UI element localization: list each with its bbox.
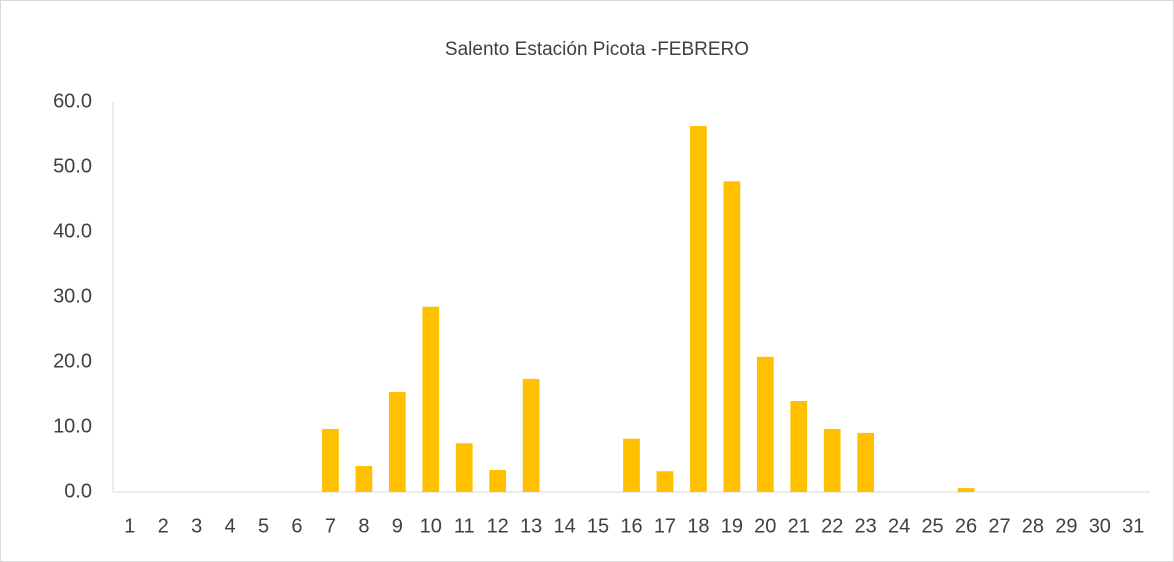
bar xyxy=(756,356,774,492)
y-tick-label: 20.0 xyxy=(53,350,92,372)
x-tick-label: 13 xyxy=(520,515,542,537)
x-tick-label: 23 xyxy=(855,515,877,537)
bar xyxy=(723,181,741,493)
x-tick-label: 2 xyxy=(158,515,169,537)
x-tick-label: 5 xyxy=(258,515,269,537)
x-tick-label: 3 xyxy=(191,515,202,537)
bar xyxy=(857,432,875,492)
y-tick-label: 60.0 xyxy=(53,90,92,112)
x-tick-label: 21 xyxy=(788,515,810,537)
y-tick-label: 50.0 xyxy=(53,155,92,177)
x-tick-label: 26 xyxy=(955,515,977,537)
x-tick-label: 12 xyxy=(487,515,509,537)
x-tick-label: 18 xyxy=(687,515,709,537)
x-tick-label: 4 xyxy=(225,515,236,537)
bar xyxy=(690,126,707,493)
x-tick-label: 10 xyxy=(420,515,442,537)
bar xyxy=(790,401,808,492)
x-tick-label: 11 xyxy=(454,515,475,537)
x-tick-label: 9 xyxy=(392,515,403,537)
bar xyxy=(489,469,507,492)
x-tick-label: 14 xyxy=(553,515,575,537)
bar xyxy=(455,443,473,492)
x-tick-label: 1 xyxy=(124,515,135,537)
x-tick-label: 28 xyxy=(1022,515,1044,537)
x-tick-label: 8 xyxy=(358,515,369,537)
bar xyxy=(388,391,406,492)
bar xyxy=(823,428,841,492)
y-tick-label: 0.0 xyxy=(64,480,92,502)
x-tick-label: 29 xyxy=(1055,515,1077,537)
bar xyxy=(322,428,339,492)
x-tick-label: 27 xyxy=(988,515,1010,537)
y-tick-label: 10.0 xyxy=(53,415,92,437)
chart-title: Salento Estación Picota -FEBRERO xyxy=(445,39,749,60)
bar xyxy=(355,466,373,492)
x-tick-label: 24 xyxy=(888,515,910,537)
y-tick-label: 30.0 xyxy=(53,285,92,307)
x-tick-label: 22 xyxy=(821,515,843,537)
x-tick-label: 7 xyxy=(325,515,336,537)
x-tick-label: 30 xyxy=(1089,515,1111,537)
x-tick-label: 20 xyxy=(754,515,776,537)
x-tick-label: 6 xyxy=(291,515,302,537)
x-tick-label: 17 xyxy=(654,515,676,537)
bar xyxy=(522,378,540,492)
bar xyxy=(623,438,640,492)
x-tick-label: 19 xyxy=(721,515,743,537)
bar xyxy=(422,306,440,492)
bar xyxy=(656,471,674,492)
y-tick-label: 40.0 xyxy=(53,220,92,242)
x-tick-label: 31 xyxy=(1122,515,1144,537)
bar xyxy=(957,488,975,492)
x-tick-label: 15 xyxy=(587,515,609,537)
x-tick-label: 25 xyxy=(921,515,943,537)
x-tick-label: 16 xyxy=(620,515,642,537)
